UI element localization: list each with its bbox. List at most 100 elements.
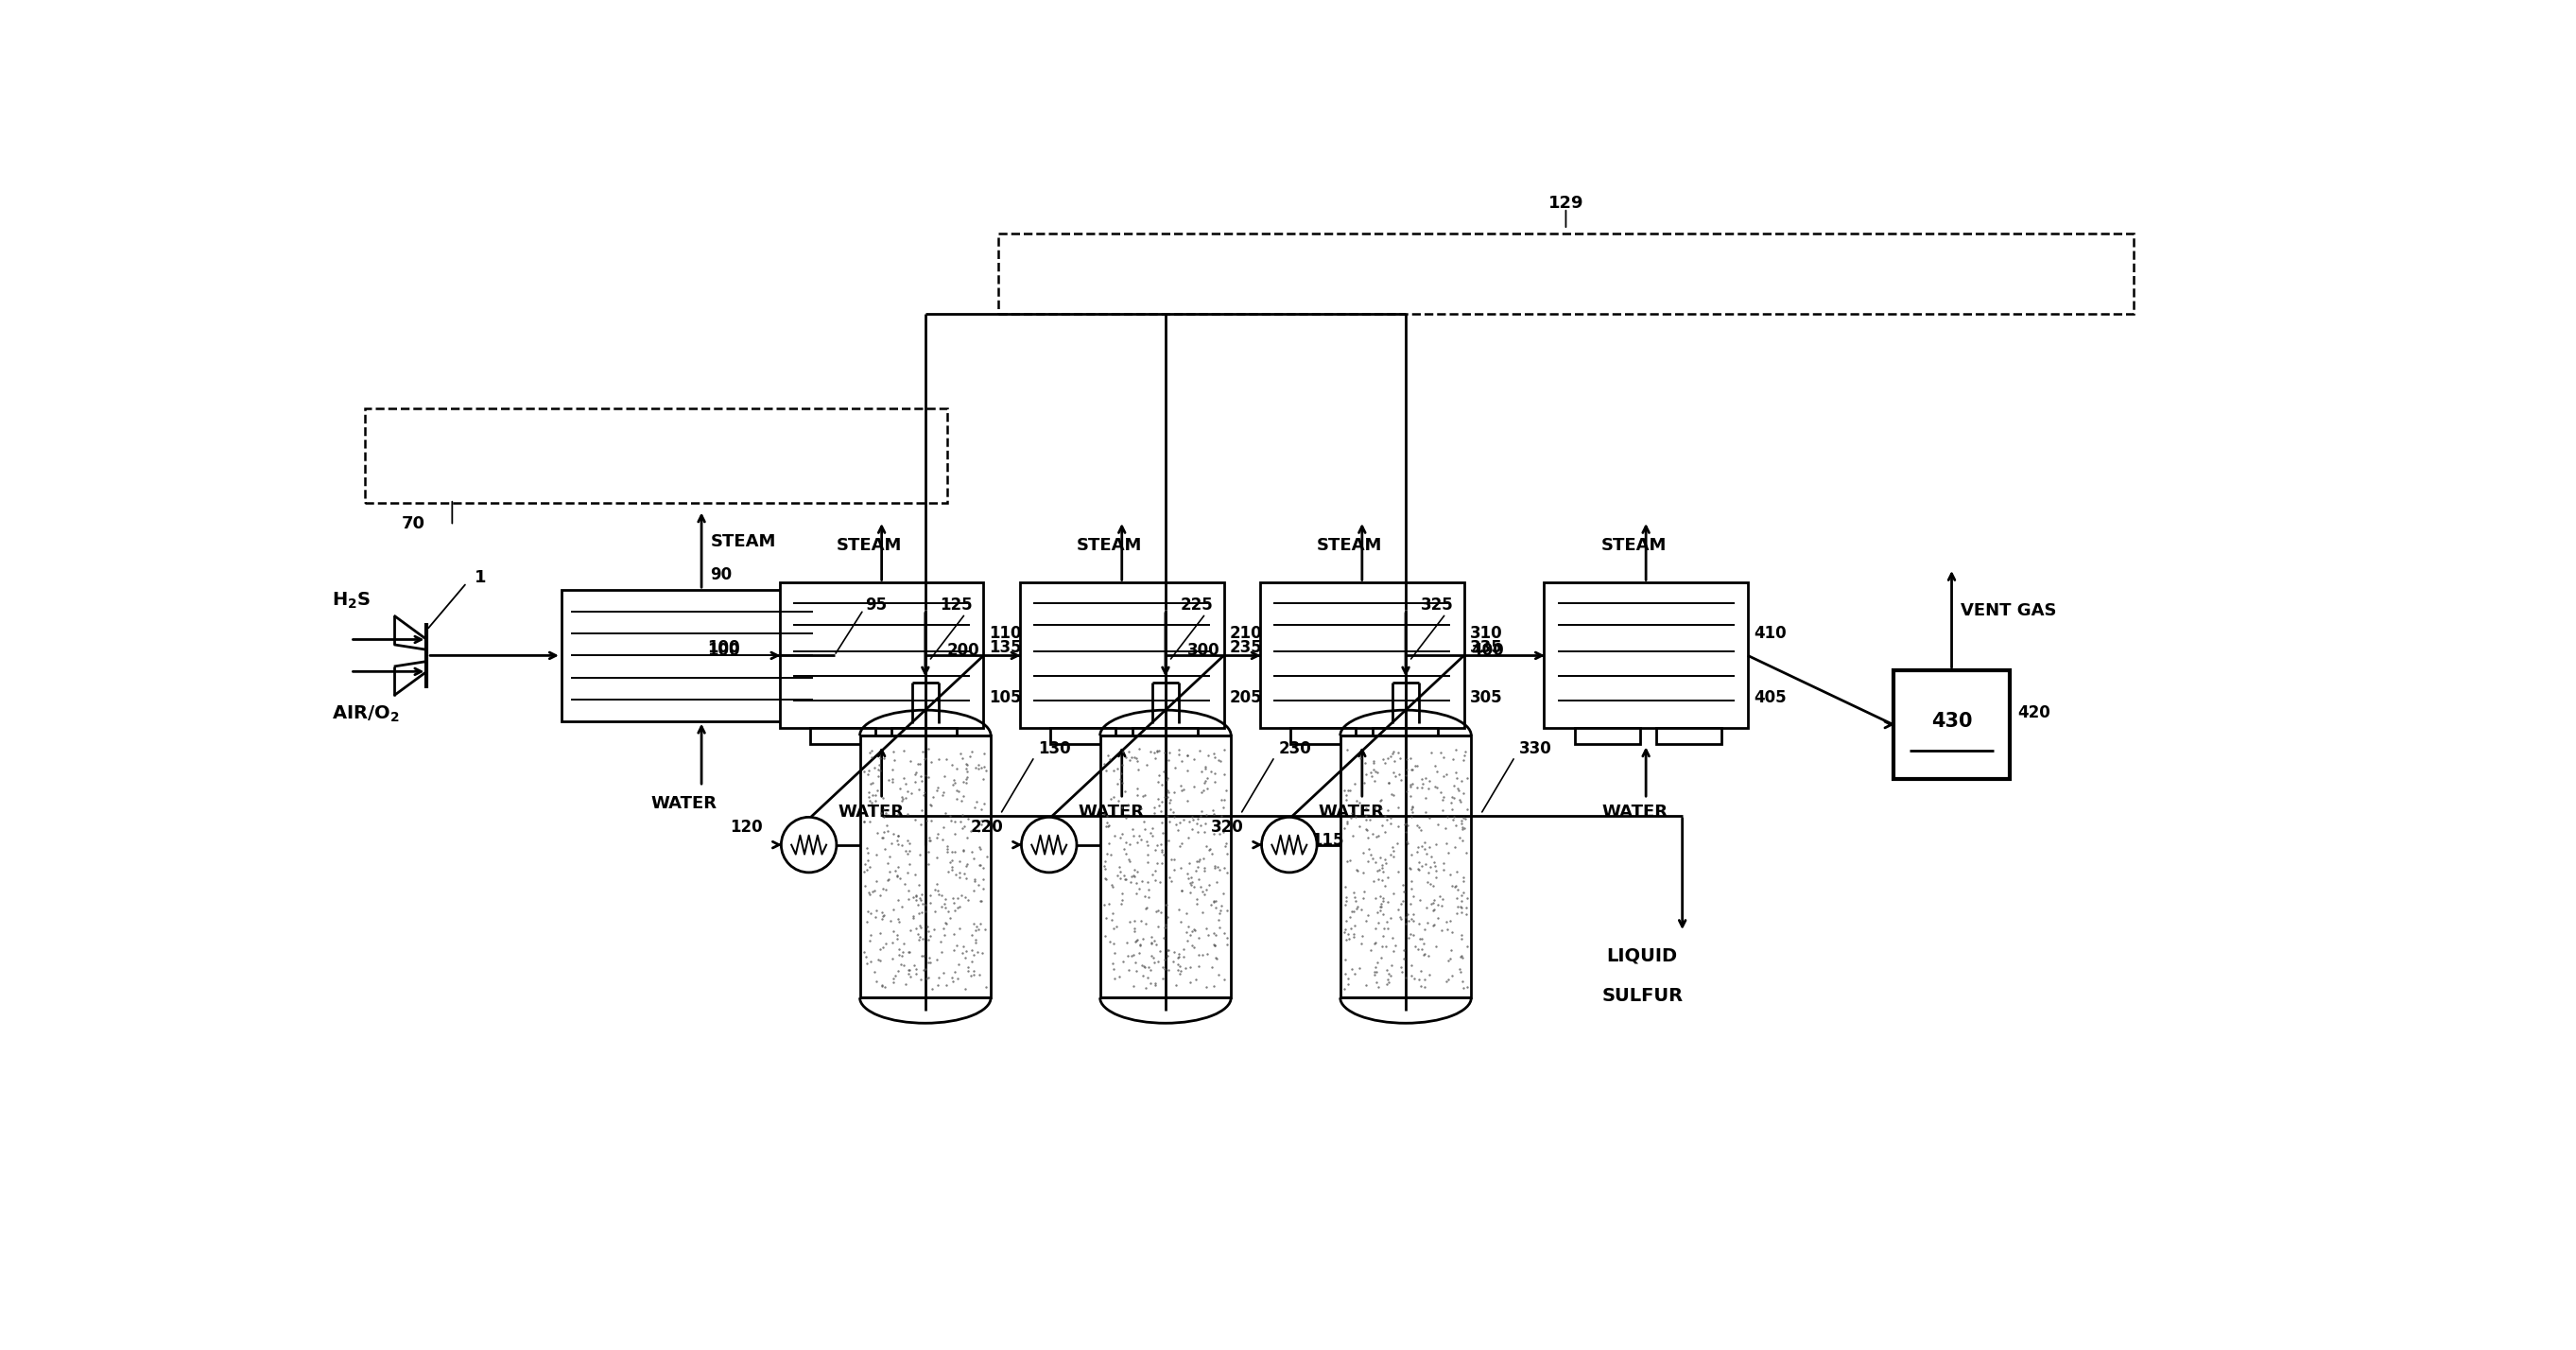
Bar bbox=[1656, 729, 1721, 744]
Point bbox=[876, 830, 917, 852]
Point bbox=[940, 942, 981, 964]
Point bbox=[1185, 756, 1226, 778]
Point bbox=[909, 829, 951, 851]
Point bbox=[909, 892, 951, 914]
Point bbox=[1097, 790, 1139, 811]
Point bbox=[938, 917, 979, 938]
Point bbox=[1139, 771, 1180, 792]
Point bbox=[940, 861, 981, 883]
Point bbox=[1440, 923, 1481, 945]
Point bbox=[878, 911, 920, 933]
Point bbox=[1432, 875, 1473, 896]
Point bbox=[1092, 918, 1133, 940]
Point bbox=[1432, 806, 1473, 828]
Text: 410: 410 bbox=[1754, 625, 1785, 641]
Point bbox=[1440, 769, 1481, 791]
Point bbox=[1159, 811, 1200, 833]
Point bbox=[1190, 957, 1231, 979]
Point bbox=[855, 879, 896, 900]
Point bbox=[1345, 973, 1386, 995]
Point bbox=[855, 844, 896, 865]
Point bbox=[938, 780, 979, 802]
Point bbox=[1347, 819, 1388, 841]
Point bbox=[1146, 917, 1188, 938]
Point bbox=[891, 783, 933, 805]
Point bbox=[1139, 871, 1180, 892]
Point bbox=[1167, 760, 1208, 782]
Point bbox=[945, 948, 987, 969]
Text: VENT GAS: VENT GAS bbox=[1960, 602, 2056, 620]
Point bbox=[1324, 894, 1365, 915]
Point bbox=[943, 771, 984, 792]
Point bbox=[1365, 936, 1406, 957]
Point bbox=[1430, 948, 1471, 969]
Point bbox=[878, 960, 920, 981]
Point bbox=[1386, 764, 1427, 786]
Point bbox=[1443, 948, 1484, 969]
Point bbox=[1383, 880, 1425, 902]
Point bbox=[1095, 968, 1136, 990]
Point bbox=[1324, 921, 1365, 942]
Point bbox=[1139, 941, 1180, 963]
Point bbox=[945, 757, 987, 779]
Point bbox=[845, 859, 886, 880]
Point bbox=[1198, 859, 1239, 880]
Point bbox=[1185, 860, 1226, 882]
Point bbox=[1443, 882, 1484, 903]
Point bbox=[922, 817, 963, 838]
Point bbox=[1422, 799, 1463, 821]
Point bbox=[1170, 852, 1211, 873]
Point bbox=[1206, 899, 1247, 921]
Point bbox=[951, 940, 992, 961]
Point bbox=[930, 967, 971, 988]
Point bbox=[1159, 857, 1200, 879]
Point bbox=[958, 837, 999, 859]
Point bbox=[1167, 744, 1208, 765]
Point bbox=[1324, 918, 1365, 940]
Text: 320: 320 bbox=[1211, 818, 1244, 836]
Point bbox=[1092, 760, 1133, 782]
Point bbox=[1115, 883, 1157, 905]
Point bbox=[1373, 761, 1414, 783]
Point bbox=[1342, 887, 1383, 909]
Point bbox=[1195, 890, 1236, 911]
Point bbox=[948, 745, 989, 767]
Point bbox=[1358, 860, 1399, 882]
Point bbox=[1327, 923, 1368, 945]
Point bbox=[912, 752, 953, 774]
Point bbox=[1360, 900, 1401, 922]
Point bbox=[871, 931, 912, 953]
Point bbox=[940, 748, 981, 769]
Point bbox=[933, 769, 974, 791]
Point bbox=[1131, 741, 1172, 763]
Point bbox=[1443, 871, 1484, 892]
Point bbox=[1136, 852, 1177, 873]
Point bbox=[1368, 958, 1409, 980]
Point bbox=[1391, 801, 1432, 822]
Point bbox=[951, 950, 992, 972]
Point bbox=[899, 753, 940, 775]
Point bbox=[1095, 915, 1136, 937]
Point bbox=[1113, 921, 1154, 942]
Point bbox=[845, 861, 886, 883]
Point bbox=[1396, 776, 1437, 798]
Point bbox=[1185, 944, 1226, 965]
Point bbox=[1376, 833, 1417, 855]
Point bbox=[1128, 887, 1170, 909]
Point bbox=[1355, 957, 1396, 979]
Point bbox=[1368, 971, 1409, 992]
Point bbox=[1378, 860, 1419, 882]
Point bbox=[899, 914, 940, 936]
Point bbox=[873, 898, 914, 919]
Point bbox=[907, 952, 948, 973]
Point bbox=[920, 931, 961, 953]
Point bbox=[1363, 903, 1404, 925]
Point bbox=[933, 971, 974, 992]
Point bbox=[907, 919, 948, 941]
Point bbox=[1327, 811, 1368, 833]
Point bbox=[1422, 747, 1463, 768]
Point bbox=[1370, 745, 1412, 767]
Point bbox=[1131, 822, 1172, 844]
Point bbox=[1324, 964, 1365, 986]
Point bbox=[1146, 894, 1188, 915]
